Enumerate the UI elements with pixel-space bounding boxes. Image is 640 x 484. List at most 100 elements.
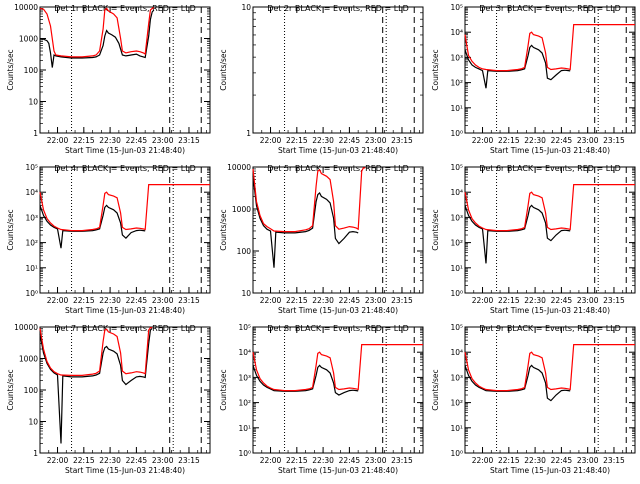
x-tick-label: 23:15 (603, 296, 625, 305)
chart-title: Det 7r BLACK = Events, RED = LLD (54, 324, 196, 333)
y-tick-label: 10⁴ (25, 188, 38, 197)
chart-title: Det 1r BLACK = Events, RED = LLD (54, 4, 196, 13)
x-tick-label: 23:15 (178, 296, 200, 305)
x-tick-label: 22:15 (73, 456, 95, 465)
x-axis-label: Start Time (15-Jun-03 21:48:40) (278, 306, 398, 315)
chart-title: Det 3r BLACK = Events, RED = LLD (479, 4, 621, 13)
plot-frame (252, 6, 424, 134)
series-line (464, 204, 571, 264)
x-tick-label: 22:30 (99, 136, 121, 145)
x-axis-label: Start Time (15-Jun-03 21:48:40) (278, 466, 398, 475)
chart-panel: Det 7r BLACK = Events, RED = LLD 1 10 100 10… (6, 323, 211, 475)
x-tick-label: 22:00 (472, 456, 494, 465)
y-tick-label: 10² (25, 239, 38, 248)
x-tick-label: 23:00 (577, 136, 599, 145)
y-tick-label: 10³ (238, 373, 251, 382)
y-tick-label: 10⁰ (25, 289, 38, 298)
series-line (252, 176, 359, 268)
x-tick-label: 22:15 (73, 136, 95, 145)
x-tick-label: 23:00 (152, 456, 174, 465)
x-tick-label: 22:00 (472, 296, 494, 305)
x-tick-label: 22:15 (286, 456, 308, 465)
x-tick-label: 22:00 (472, 136, 494, 145)
x-tick-label: 22:15 (498, 136, 520, 145)
x-tick-label: 22:00 (260, 136, 282, 145)
x-tick-label: 22:00 (47, 136, 69, 145)
x-tick-label: 22:15 (286, 296, 308, 305)
y-tick-label: 10000 (14, 323, 38, 332)
y-tick-label: 10⁴ (450, 28, 463, 37)
x-tick-label: 23:00 (577, 456, 599, 465)
series-line (39, 327, 153, 376)
chart-panel: Det 8r BLACK = Events, RED = LLD 10⁰ 10¹ 10… (219, 323, 424, 475)
series-line (39, 184, 210, 232)
y-tick-label: 10¹ (238, 424, 251, 433)
y-tick-label: 10² (450, 399, 463, 408)
plot-frame (464, 326, 636, 454)
y-tick-label: 10³ (450, 213, 463, 222)
y-tick-label: 10³ (450, 373, 463, 382)
chart-title: Det 9r BLACK = Events, RED = LLD (479, 324, 621, 333)
series-line (464, 344, 635, 392)
x-tick-label: 22:15 (286, 136, 308, 145)
x-axis-label: Start Time (15-Jun-03 21:48:40) (490, 146, 610, 155)
series-line (39, 327, 153, 444)
x-tick-label: 22:30 (524, 136, 546, 145)
y-tick-label: 10¹ (450, 104, 463, 113)
y-axis-label: Counts/sec (431, 49, 440, 90)
y-tick-label: 10¹ (450, 264, 463, 273)
x-tick-label: 22:00 (47, 456, 69, 465)
x-tick-label: 22:45 (126, 456, 148, 465)
series-line (39, 204, 146, 249)
y-tick-label: 10000 (227, 163, 251, 172)
y-tick-label: 10 (28, 98, 38, 107)
y-tick-label: 10⁵ (450, 323, 463, 332)
x-tick-label: 23:15 (603, 456, 625, 465)
x-tick-label: 22:15 (73, 296, 95, 305)
y-tick-label: 1000 (232, 205, 251, 214)
y-axis-label: Counts/sec (219, 369, 228, 410)
x-axis-label: Start Time (15-Jun-03 21:48:40) (490, 466, 610, 475)
plot-frame (39, 6, 211, 134)
x-tick-label: 23:00 (577, 296, 599, 305)
y-axis-label: Counts/sec (6, 49, 15, 90)
x-tick-label: 23:15 (178, 136, 200, 145)
chart-panel: Det 5r BLACK = Events, RED = LLD 10 100 100… (219, 163, 424, 315)
x-tick-label: 23:15 (391, 456, 413, 465)
chart-title: Det 2r BLACK = Events, RED = LLD (267, 4, 409, 13)
x-tick-label: 23:00 (365, 296, 387, 305)
x-tick-label: 23:15 (178, 456, 200, 465)
x-tick-label: 23:15 (391, 136, 413, 145)
y-tick-label: 1 (33, 129, 38, 138)
y-tick-label: 10⁵ (450, 163, 463, 172)
y-tick-label: 10³ (450, 53, 463, 62)
plot-frame (464, 166, 636, 294)
series-line (252, 167, 366, 233)
chart-title: Det 4r BLACK = Events, RED = LLD (54, 164, 196, 173)
series-line (39, 9, 155, 68)
y-tick-label: 100 (24, 66, 39, 75)
x-tick-label: 22:45 (551, 296, 573, 305)
chart-panel: Det 1r BLACK = Events, RED = LLD 1 10 100 10… (6, 3, 211, 155)
x-tick-label: 22:00 (260, 296, 282, 305)
x-axis-label: Start Time (15-Jun-03 21:48:40) (65, 466, 185, 475)
x-axis-label: Start Time (15-Jun-03 21:48:40) (278, 146, 398, 155)
chart-panel: Det 4r BLACK = Events, RED = LLD 10⁰ 10¹ 10… (6, 163, 211, 315)
x-tick-label: 22:30 (524, 296, 546, 305)
chart-panel: Det 6r BLACK = Events, RED = LLD 10⁰ 10¹ 10… (431, 163, 636, 315)
chart-title: Det 6r BLACK = Events, RED = LLD (479, 164, 621, 173)
y-tick-label: 10 (28, 418, 38, 427)
x-tick-label: 22:45 (126, 296, 148, 305)
y-axis-label: Counts/sec (219, 209, 228, 250)
x-tick-label: 22:45 (339, 136, 361, 145)
series-line (464, 364, 571, 402)
chart-title: Det 8r BLACK = Events, RED = LLD (267, 324, 409, 333)
x-tick-label: 23:00 (152, 136, 174, 145)
y-tick-label: 1 (246, 129, 251, 138)
plot-frame (39, 166, 211, 294)
y-tick-label: 10⁵ (450, 3, 463, 12)
y-tick-label: 10⁴ (450, 188, 463, 197)
chart-panel: Det 9r BLACK = Events, RED = LLD 10⁰ 10¹ 10… (431, 323, 636, 475)
